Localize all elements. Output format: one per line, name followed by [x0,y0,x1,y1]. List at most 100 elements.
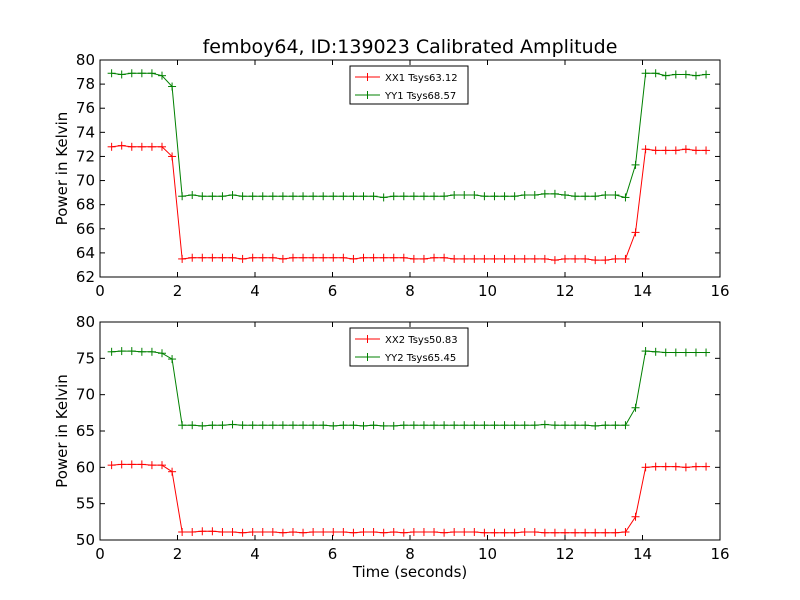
data-point [198,421,207,430]
data-point [591,256,600,265]
data-point [208,421,217,430]
data-point [248,253,257,262]
data-point [319,192,328,201]
data-point [702,348,711,357]
data-point [268,253,277,262]
data-point [601,256,610,265]
x-tick-label: 2 [173,282,183,300]
x-tick-label: 4 [250,545,260,563]
data-point [520,528,529,537]
data-point [430,192,439,201]
data-point [651,146,660,155]
data-point [500,192,509,201]
data-point [178,254,187,263]
data-point [329,421,338,430]
data-point [188,191,197,200]
data-point [127,142,136,151]
data-point [208,253,217,262]
y-axis-label: Power in Kelvin [53,112,71,226]
data-point [379,528,388,537]
data-point [500,254,509,263]
data-point [188,528,197,537]
legend-label: YY1 Tsys68.57 [384,91,456,102]
y-tick-label: 72 [76,147,95,165]
data-point [691,462,700,471]
data-point [419,528,428,537]
data-point [319,421,328,430]
data-point [258,528,267,537]
data-point [309,192,318,201]
data-point [158,142,166,151]
x-tick-label: 16 [710,282,729,300]
data-point [621,528,630,537]
x-tick-label: 12 [555,282,574,300]
data-point [349,421,358,430]
y-tick-label: 80 [76,313,95,331]
x-tick-label: 6 [328,282,338,300]
y-tick-label: 76 [76,99,95,117]
chart-title: femboy64, ID:139023 Calibrated Amplitude [203,36,618,58]
data-point [661,462,670,471]
data-point [339,528,348,537]
y-tick-label: 75 [76,349,95,367]
legend-box [349,327,469,367]
data-point [470,254,479,263]
y-tick-label: 66 [76,220,95,238]
data-point [158,461,166,470]
y-tick-label: 78 [76,75,95,93]
data-point [581,528,590,537]
data-point [369,528,378,537]
data-point [530,528,539,537]
data-point [621,254,630,263]
data-point [641,69,650,78]
data-point [399,421,408,430]
y-tick-label: 74 [76,123,95,141]
data-point [258,421,267,430]
data-point [681,70,690,79]
data-point [440,253,449,262]
data-point [339,192,348,201]
data-point [631,228,640,237]
data-point [329,528,338,537]
data-point [571,192,580,201]
data-point [178,192,187,201]
x-axis-label: Time (seconds) [352,563,468,581]
data-point [168,355,177,364]
data-point [299,192,308,201]
data-point [409,254,418,263]
data-point [218,192,227,201]
data-point [248,421,257,430]
data-point [168,82,177,91]
data-point [339,421,348,430]
data-point [238,421,247,430]
data-point [430,421,439,430]
data-point [248,528,257,537]
data-point [238,254,247,263]
data-point [288,253,297,262]
data-point [702,70,711,79]
data-point [550,189,559,198]
data-point [480,528,489,537]
data-point [137,460,146,469]
data-point [127,69,136,78]
data-point [540,189,549,198]
y-tick-label: 50 [76,531,95,549]
y-tick-label: 55 [76,495,95,513]
y-axis-label: Power in Kelvin [53,374,71,488]
data-point [379,253,388,262]
legend-label: XX2 Tsys50.83 [385,335,458,346]
data-point [329,192,338,201]
data-point [440,528,449,537]
data-point [571,254,580,263]
data-point [137,142,146,151]
data-point [530,254,539,263]
data-point [530,191,539,200]
data-point [299,253,308,262]
data-point [288,528,297,537]
data-point [389,421,398,430]
data-point [621,193,630,202]
x-tick-label: 14 [633,282,652,300]
data-point [702,462,711,471]
legend: XX2 Tsys50.83 YY2 Tsys65.45 [349,327,469,367]
